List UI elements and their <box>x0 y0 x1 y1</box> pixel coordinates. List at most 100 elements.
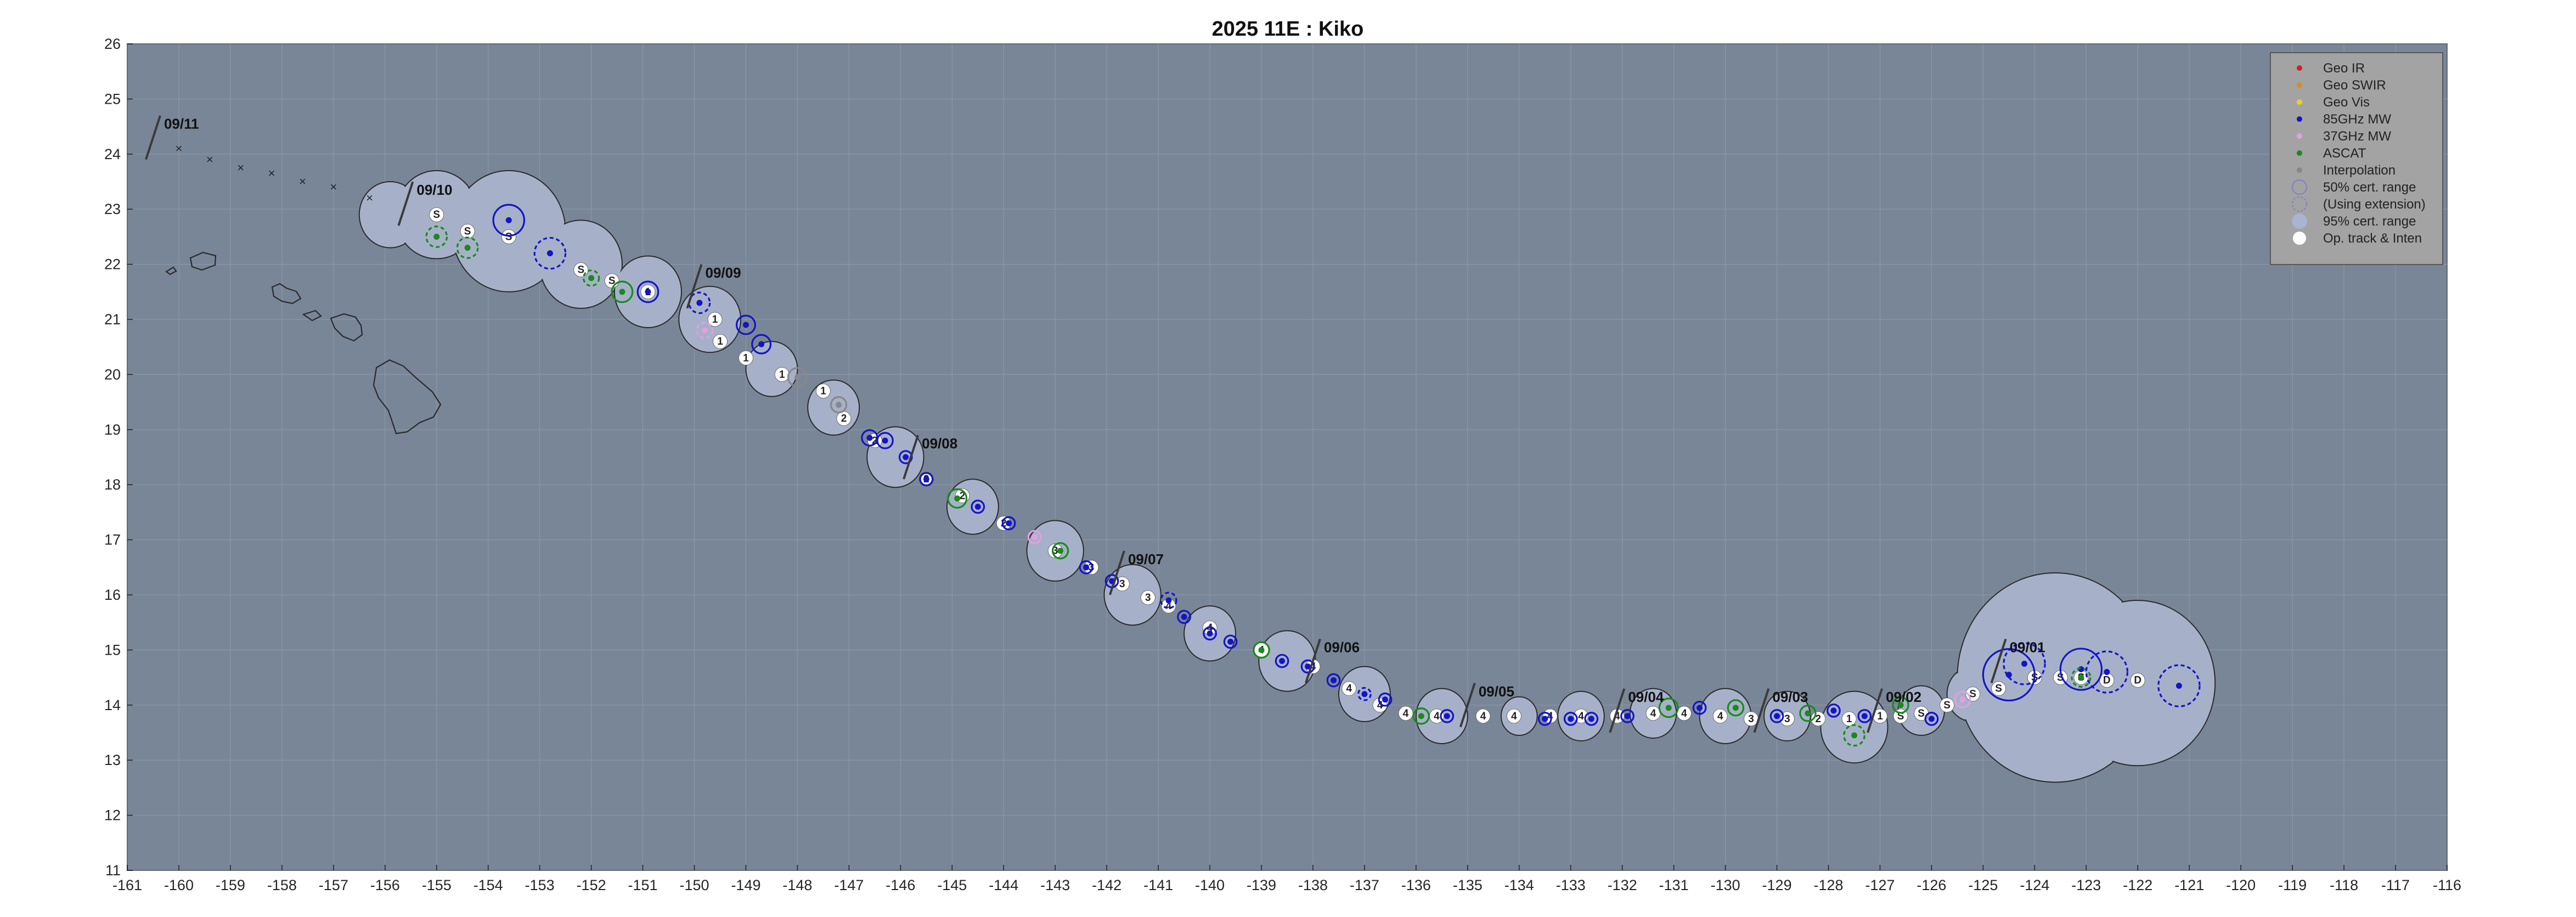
date-tick <box>1753 688 1770 733</box>
op-track-point <box>1398 706 1413 721</box>
x-tick-label: -142 <box>1092 877 1121 893</box>
fix-ring <box>1537 712 1552 726</box>
op-track-intensity: 3 <box>1784 713 1790 725</box>
fix-dot <box>1624 713 1631 719</box>
x-tick-label: -135 <box>1453 877 1483 893</box>
x-tick-label: -120 <box>2226 877 2256 893</box>
x-tick-label: -125 <box>1968 877 1998 893</box>
fix-dot <box>903 454 909 460</box>
x-tick-label: -119 <box>2278 877 2307 893</box>
legend-label: Geo SWIR <box>2323 78 2386 93</box>
op-track-point <box>1507 708 1521 724</box>
fix-ring <box>1954 691 1971 708</box>
y-tick-label: 22 <box>104 256 121 273</box>
date-label: 09/03 <box>1772 689 1808 705</box>
op-track-intensity: D <box>2103 675 2111 687</box>
date-tick <box>1867 688 1883 733</box>
legend-marker <box>2293 232 2306 245</box>
x-tick-label: -122 <box>2123 877 2152 893</box>
fix-dot <box>882 437 888 444</box>
y-tick-label: 14 <box>104 697 121 713</box>
op-track-intensity: 1 <box>779 369 785 380</box>
date-label: 09/06 <box>1324 639 1360 655</box>
legend-marker <box>2297 167 2302 173</box>
legend-label: Op. track & Inten <box>2323 231 2422 246</box>
fix-dot <box>742 322 749 328</box>
legend-label: Interpolation <box>2323 163 2395 178</box>
fix-ring <box>751 334 772 355</box>
x-tick-label: -158 <box>267 877 297 893</box>
fix-dot <box>433 233 440 240</box>
fix-dot <box>464 244 471 251</box>
op-track-intensity: 4 <box>1403 708 1409 719</box>
x-tick-label: -126 <box>1917 877 1946 893</box>
fix-ring <box>947 488 968 509</box>
date-label: 09/11 <box>164 116 199 132</box>
op-track-point <box>460 223 475 239</box>
date-tick <box>1305 638 1321 684</box>
op-track-marker: × <box>237 161 244 175</box>
fix-ring <box>1924 712 1939 726</box>
x-tick-label: -130 <box>1711 877 1740 893</box>
cone-fill <box>1822 692 1887 762</box>
fix-dot <box>2005 672 2012 678</box>
op-track-intensity: 3 <box>1052 545 1058 557</box>
fix-ring <box>876 432 894 449</box>
y-tick-label: 17 <box>104 532 121 548</box>
fix-ring <box>1203 626 1217 641</box>
x-tick-label: -144 <box>989 877 1018 893</box>
fix-ring <box>2059 648 2103 691</box>
date-label: 09/08 <box>922 435 957 452</box>
x-tick-label: -141 <box>1143 877 1173 893</box>
op-track-intensity: 3 <box>1145 592 1151 604</box>
x-tick-label: -161 <box>112 877 142 893</box>
x-tick-label: -155 <box>422 877 452 893</box>
y-axis-ticks: 11 12 13 14 15 16 17 18 19 20 21 22 23 24 25 26 <box>104 36 133 879</box>
fix-ring <box>971 499 985 514</box>
legend-label: (Using extension) <box>2323 197 2426 212</box>
op-track-point <box>816 384 831 398</box>
op-track-intensity: D <box>2134 675 2141 687</box>
fix-ring <box>1300 659 1315 674</box>
legend-marker <box>2292 213 2307 229</box>
fix-dot <box>1696 705 1703 711</box>
fix-dot <box>1361 691 1368 697</box>
op-track-intensity: 2 <box>960 490 966 502</box>
op-track-intensity: 1 <box>820 386 826 397</box>
op-track-point <box>429 207 444 222</box>
fix-dot <box>2078 674 2084 681</box>
fix-ring <box>1620 709 1634 723</box>
fix-ring <box>1378 692 1393 707</box>
fix-dot <box>1305 663 1311 670</box>
y-tick-label: 21 <box>104 311 121 328</box>
x-tick-label: -124 <box>2020 877 2049 893</box>
fix-dot <box>1279 657 1286 664</box>
fix-dot <box>1542 716 1548 722</box>
y-tick-label: 23 <box>104 201 121 217</box>
op-track-intensity: S <box>464 226 471 237</box>
y-tick-label: 13 <box>104 752 121 768</box>
fix-ring <box>1692 700 1707 715</box>
op-track-marker: × <box>330 180 337 194</box>
fix-ring <box>1799 705 1817 722</box>
fix-ring <box>919 472 934 487</box>
op-track-intensity: S <box>505 231 512 243</box>
fix-ring <box>696 322 713 339</box>
fix-dot <box>2021 661 2028 667</box>
fix-dot <box>1181 614 1187 620</box>
fix-ring <box>492 204 526 237</box>
fix-dot <box>974 503 981 510</box>
y-tick-label: 18 <box>104 476 121 493</box>
op-track-point <box>1940 697 1955 713</box>
fix-ring <box>611 280 634 303</box>
legend-label: 95% cert. range <box>2323 214 2416 229</box>
fix-dot <box>923 476 929 482</box>
fix-dot <box>1006 520 1012 526</box>
op-track-point <box>501 229 516 244</box>
x-tick-label: -128 <box>1814 877 1844 893</box>
fix-ring <box>830 396 848 414</box>
date-tick <box>1609 688 1626 733</box>
op-track-intensity: 4 <box>1166 600 1172 612</box>
date-tick <box>1990 638 2007 684</box>
op-track-marker: × <box>176 142 183 155</box>
